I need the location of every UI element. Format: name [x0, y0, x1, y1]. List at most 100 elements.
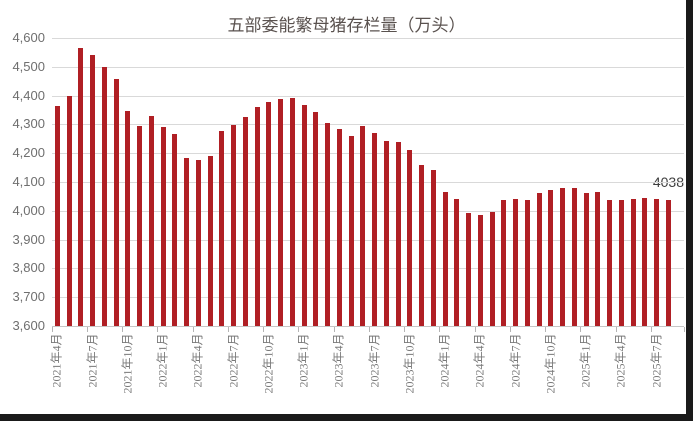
- bar: [654, 198, 660, 326]
- y-tick-label: 4,100: [12, 174, 45, 189]
- x-tick-label: 2023年1月: [296, 333, 311, 388]
- bar: [466, 213, 472, 326]
- x-tick-label: 2024年1月: [437, 333, 452, 388]
- bar: [54, 105, 60, 326]
- x-tick-label: 2025年4月: [613, 333, 628, 388]
- x-axis-tick: [439, 327, 441, 332]
- bar: [336, 129, 342, 326]
- bar: [372, 132, 378, 326]
- bar: [113, 78, 119, 326]
- bar: [383, 141, 389, 326]
- x-tick-label: 2022年4月: [190, 333, 205, 388]
- bar: [454, 198, 460, 326]
- bar: [242, 117, 248, 326]
- bar: [278, 99, 284, 326]
- bar: [101, 66, 107, 326]
- x-axis-tick: [474, 327, 476, 332]
- x-tick-label: 2024年4月: [472, 333, 487, 388]
- gridline: [52, 38, 684, 39]
- x-axis-tick: [509, 327, 511, 332]
- gridline: [52, 95, 684, 97]
- screenshot-right-edge: [686, 0, 693, 421]
- y-tick-label: 3,700: [12, 289, 45, 305]
- x-tick-label: 2022年1月: [155, 333, 170, 388]
- x-tick-label: 2021年4月: [49, 333, 64, 388]
- bar: [184, 157, 190, 326]
- bar: [501, 199, 507, 326]
- x-axis-tick: [580, 327, 582, 332]
- bar: [630, 198, 636, 326]
- x-tick-label: 2024年10月: [543, 333, 558, 394]
- x-axis-tick: [298, 327, 300, 332]
- bar: [407, 150, 413, 326]
- y-tick-label: 4,000: [12, 202, 45, 218]
- bar: [66, 96, 72, 326]
- x-axis-tick: [86, 327, 88, 332]
- gridline: [52, 153, 684, 155]
- y-tick-label: 3,600: [12, 318, 45, 333]
- bar: [219, 131, 225, 326]
- gridline: [52, 182, 684, 183]
- y-tick-label: 4,400: [12, 87, 45, 103]
- bar: [195, 159, 201, 326]
- bar: [360, 125, 366, 326]
- x-axis-tick: [227, 327, 229, 332]
- bar: [536, 192, 542, 326]
- gridline: [52, 210, 684, 212]
- bar: [442, 191, 448, 326]
- x-tick-label: 2022年10月: [261, 333, 276, 394]
- bar: [618, 199, 624, 326]
- x-axis-tick: [333, 327, 335, 332]
- x-tick-label: 2022年7月: [226, 333, 241, 388]
- bar: [301, 105, 307, 326]
- bar: [348, 136, 354, 326]
- x-axis-tick: [404, 327, 405, 332]
- gridline: [52, 239, 684, 241]
- bar: [430, 169, 436, 326]
- x-tick-label: 2021年10月: [120, 333, 135, 394]
- gridline: [52, 297, 684, 299]
- y-tick-label: 4,200: [12, 145, 45, 161]
- bar: [560, 187, 566, 326]
- x-axis-tick: [157, 327, 159, 332]
- x-axis-tick: [192, 327, 194, 332]
- bar: [642, 198, 648, 326]
- bar: [231, 124, 237, 326]
- bar: [477, 214, 483, 326]
- y-tick-label: 4,500: [12, 58, 45, 74]
- bar: [595, 191, 601, 326]
- bar: [571, 188, 577, 326]
- bar: [313, 112, 319, 326]
- bar: [148, 116, 154, 326]
- bar: [524, 200, 530, 326]
- bar: [266, 101, 272, 326]
- bar: [513, 198, 519, 326]
- bar: [254, 106, 260, 326]
- bar: [137, 125, 143, 326]
- bar: [419, 165, 425, 326]
- bar: [125, 110, 131, 326]
- x-tick-label: 2023年10月: [402, 333, 417, 394]
- x-tick-label: 2021年7月: [85, 333, 100, 388]
- x-axis-tick: [51, 327, 53, 332]
- x-tick-label: 2025年7月: [649, 333, 664, 388]
- bar: [548, 189, 554, 326]
- x-axis-tick: [368, 327, 370, 332]
- x-tick-label: 2023年4月: [331, 333, 346, 388]
- bar: [395, 141, 401, 326]
- bar: [325, 122, 331, 326]
- bar: [207, 155, 213, 326]
- x-tick-label: 2023年7月: [367, 333, 382, 388]
- screenshot-bottom-edge: [0, 414, 693, 421]
- bar: [607, 199, 613, 326]
- x-axis-tick: [684, 327, 685, 332]
- gridline: [52, 268, 684, 270]
- x-axis-tick: [615, 327, 617, 332]
- y-tick-label: 3,900: [12, 231, 45, 247]
- bar: [289, 98, 295, 326]
- gridline: [52, 66, 684, 68]
- bar: [160, 127, 166, 326]
- bar: [489, 211, 495, 326]
- x-axis-tick: [545, 327, 546, 332]
